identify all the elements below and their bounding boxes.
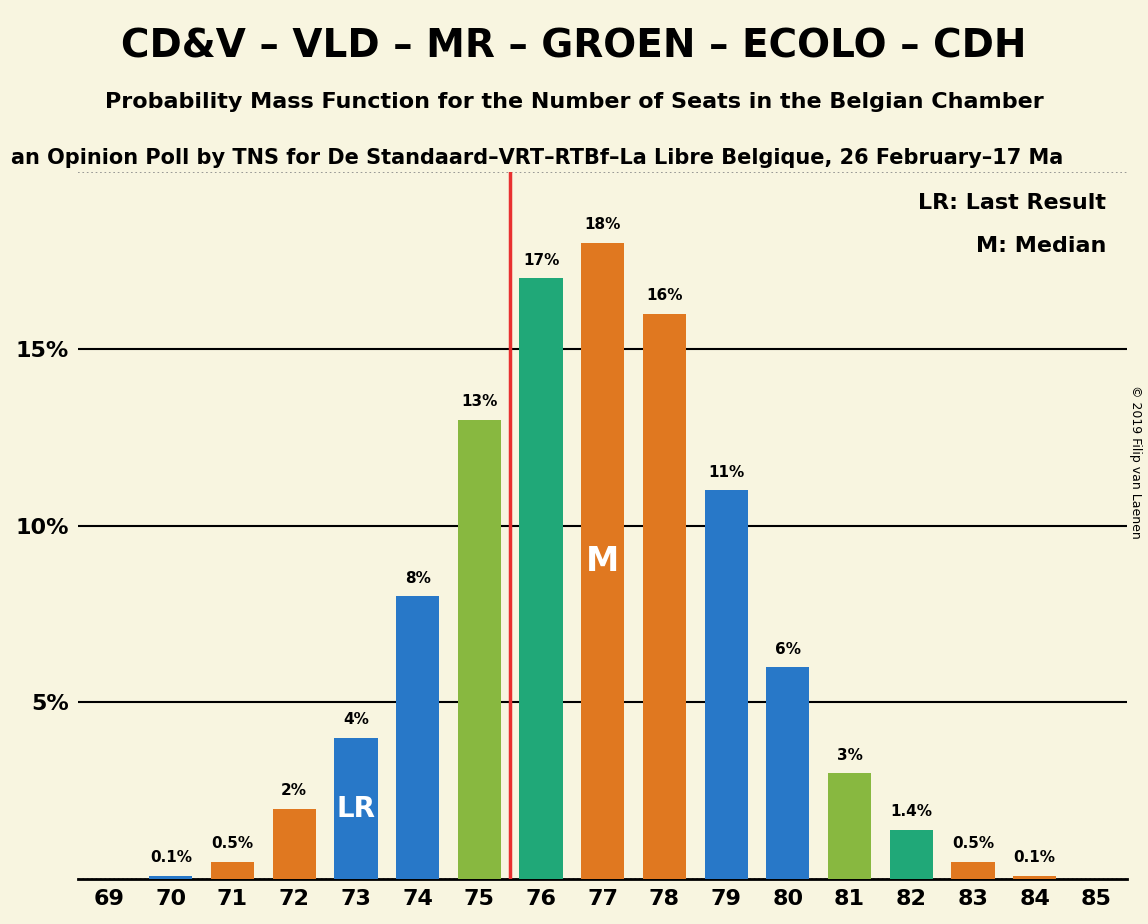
Text: Probability Mass Function for the Number of Seats in the Belgian Chamber: Probability Mass Function for the Number… <box>104 92 1044 113</box>
Text: M: M <box>587 544 620 578</box>
Text: 0.1%: 0.1% <box>149 850 192 865</box>
Bar <box>519 278 563 880</box>
Text: 0.1%: 0.1% <box>1014 850 1056 865</box>
Bar <box>643 313 687 880</box>
Bar <box>952 861 994 880</box>
Bar <box>705 491 747 880</box>
Text: 16%: 16% <box>646 288 683 303</box>
Bar <box>211 861 254 880</box>
Bar <box>334 738 378 880</box>
Text: 0.5%: 0.5% <box>211 836 254 851</box>
Bar <box>890 830 933 880</box>
Text: © 2019 Filip van Laenen: © 2019 Filip van Laenen <box>1130 385 1142 539</box>
Bar <box>272 808 316 880</box>
Text: 1.4%: 1.4% <box>891 804 932 820</box>
Text: 17%: 17% <box>522 252 559 268</box>
Text: an Opinion Poll by TNS for De Standaard–VRT–RTBf–La Libre Belgique, 26 February–: an Opinion Poll by TNS for De Standaard–… <box>11 148 1064 168</box>
Text: LR: LR <box>336 795 375 822</box>
Text: 4%: 4% <box>343 712 369 727</box>
Text: 0.5%: 0.5% <box>952 836 994 851</box>
Text: 3%: 3% <box>837 748 862 762</box>
Text: CD&V – VLD – MR – GROEN – ECOLO – CDH: CD&V – VLD – MR – GROEN – ECOLO – CDH <box>122 28 1026 66</box>
Text: 8%: 8% <box>405 571 430 586</box>
Bar <box>766 667 809 880</box>
Text: 18%: 18% <box>584 217 621 232</box>
Text: LR: Last Result: LR: Last Result <box>918 193 1107 213</box>
Text: 11%: 11% <box>708 465 744 480</box>
Bar <box>581 243 625 880</box>
Bar <box>458 419 501 880</box>
Bar <box>149 876 193 880</box>
Bar <box>1013 876 1056 880</box>
Bar <box>396 596 440 880</box>
Text: 6%: 6% <box>775 641 801 657</box>
Text: 13%: 13% <box>461 394 497 409</box>
Text: M: Median: M: Median <box>976 236 1107 256</box>
Text: 2%: 2% <box>281 783 308 798</box>
Bar <box>828 773 871 880</box>
